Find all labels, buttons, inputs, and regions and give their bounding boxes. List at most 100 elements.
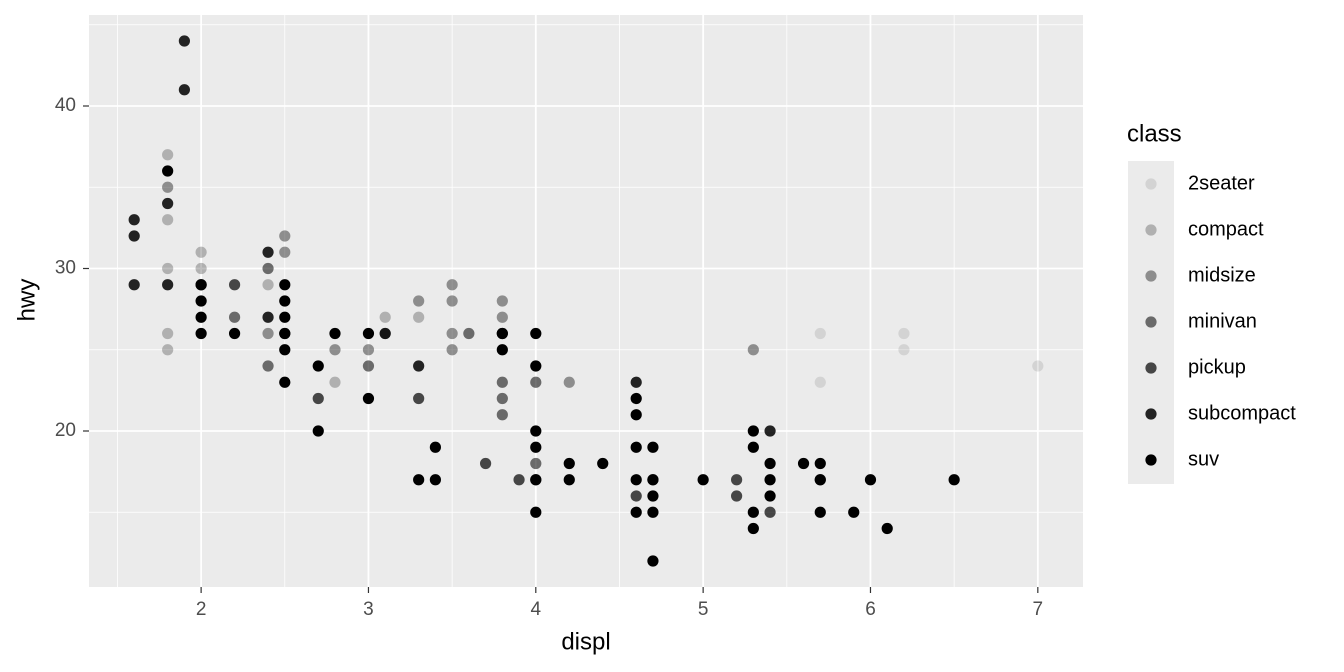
point xyxy=(814,506,826,518)
point xyxy=(262,360,274,372)
point xyxy=(496,392,508,405)
point xyxy=(530,441,542,453)
point xyxy=(362,327,375,340)
point xyxy=(764,474,776,486)
point xyxy=(195,246,207,258)
y-axis-title: hwy xyxy=(13,279,40,322)
point xyxy=(479,457,492,470)
point xyxy=(764,506,776,518)
point xyxy=(162,327,174,340)
point xyxy=(262,246,274,258)
x-tick-label: 3 xyxy=(363,599,374,620)
point xyxy=(446,279,458,291)
point xyxy=(496,409,508,421)
point xyxy=(647,441,659,453)
point xyxy=(446,295,458,307)
legend-label: minivan xyxy=(1188,310,1257,332)
x-tick-label: 4 xyxy=(531,599,542,620)
point xyxy=(413,474,425,486)
point xyxy=(563,474,575,486)
point xyxy=(814,327,826,340)
legend-key xyxy=(1145,316,1157,328)
legend-key xyxy=(1145,362,1157,374)
point xyxy=(362,344,375,356)
point xyxy=(530,457,542,470)
point xyxy=(630,490,642,502)
point xyxy=(898,327,910,340)
point xyxy=(597,457,609,470)
point xyxy=(413,311,425,323)
point xyxy=(864,474,877,486)
legend-key xyxy=(1145,270,1157,282)
point xyxy=(128,214,140,226)
point xyxy=(429,441,441,453)
point xyxy=(647,506,659,518)
point xyxy=(128,230,140,242)
point xyxy=(898,344,910,356)
x-tick-label: 7 xyxy=(1033,599,1044,620)
point xyxy=(530,360,542,372)
point xyxy=(530,506,542,518)
x-axis-title: displ xyxy=(561,628,610,655)
point xyxy=(162,197,174,210)
point xyxy=(312,392,324,405)
point xyxy=(848,506,860,518)
y-tick-label: 20 xyxy=(55,420,76,441)
points xyxy=(128,35,1044,567)
point xyxy=(279,279,291,291)
point xyxy=(262,311,274,323)
legend-label: subcompact xyxy=(1188,402,1296,424)
legend-label: suv xyxy=(1188,448,1219,470)
legend-label: 2seater xyxy=(1188,172,1255,194)
point xyxy=(262,327,274,340)
point xyxy=(463,327,475,340)
point xyxy=(446,344,458,356)
point xyxy=(647,490,659,502)
point xyxy=(496,344,508,356)
legend-key xyxy=(1145,454,1157,466)
point xyxy=(128,279,140,291)
point xyxy=(195,279,207,291)
point xyxy=(764,457,776,470)
point xyxy=(747,441,759,453)
point xyxy=(496,311,508,323)
point xyxy=(563,457,575,470)
legend-label: compact xyxy=(1188,218,1264,240)
x-tick-label: 5 xyxy=(698,599,709,620)
x-tick-label: 2 xyxy=(196,599,207,620)
point xyxy=(195,262,207,275)
point xyxy=(379,311,391,323)
point xyxy=(731,490,743,502)
point xyxy=(747,344,759,356)
point xyxy=(413,392,425,405)
point xyxy=(446,327,458,340)
point xyxy=(647,474,659,486)
point xyxy=(814,474,826,486)
point xyxy=(630,441,642,453)
point xyxy=(797,457,810,470)
point xyxy=(747,506,759,518)
point xyxy=(162,165,174,177)
point xyxy=(747,425,759,437)
legend-key xyxy=(1145,178,1157,190)
point xyxy=(279,230,291,242)
point xyxy=(530,425,542,437)
legend-key xyxy=(1145,224,1157,236)
point xyxy=(279,344,291,356)
point xyxy=(948,474,960,486)
legend-key xyxy=(1145,408,1157,420)
point xyxy=(329,376,341,388)
point xyxy=(362,392,375,405)
point xyxy=(162,214,174,226)
point xyxy=(178,35,190,47)
point xyxy=(630,474,642,486)
point xyxy=(496,376,508,388)
point xyxy=(262,262,274,275)
point xyxy=(413,360,425,372)
point xyxy=(747,522,759,535)
legend-title: class xyxy=(1127,120,1182,147)
point xyxy=(329,327,341,340)
point xyxy=(195,295,207,307)
point xyxy=(178,84,190,96)
point xyxy=(630,506,642,518)
